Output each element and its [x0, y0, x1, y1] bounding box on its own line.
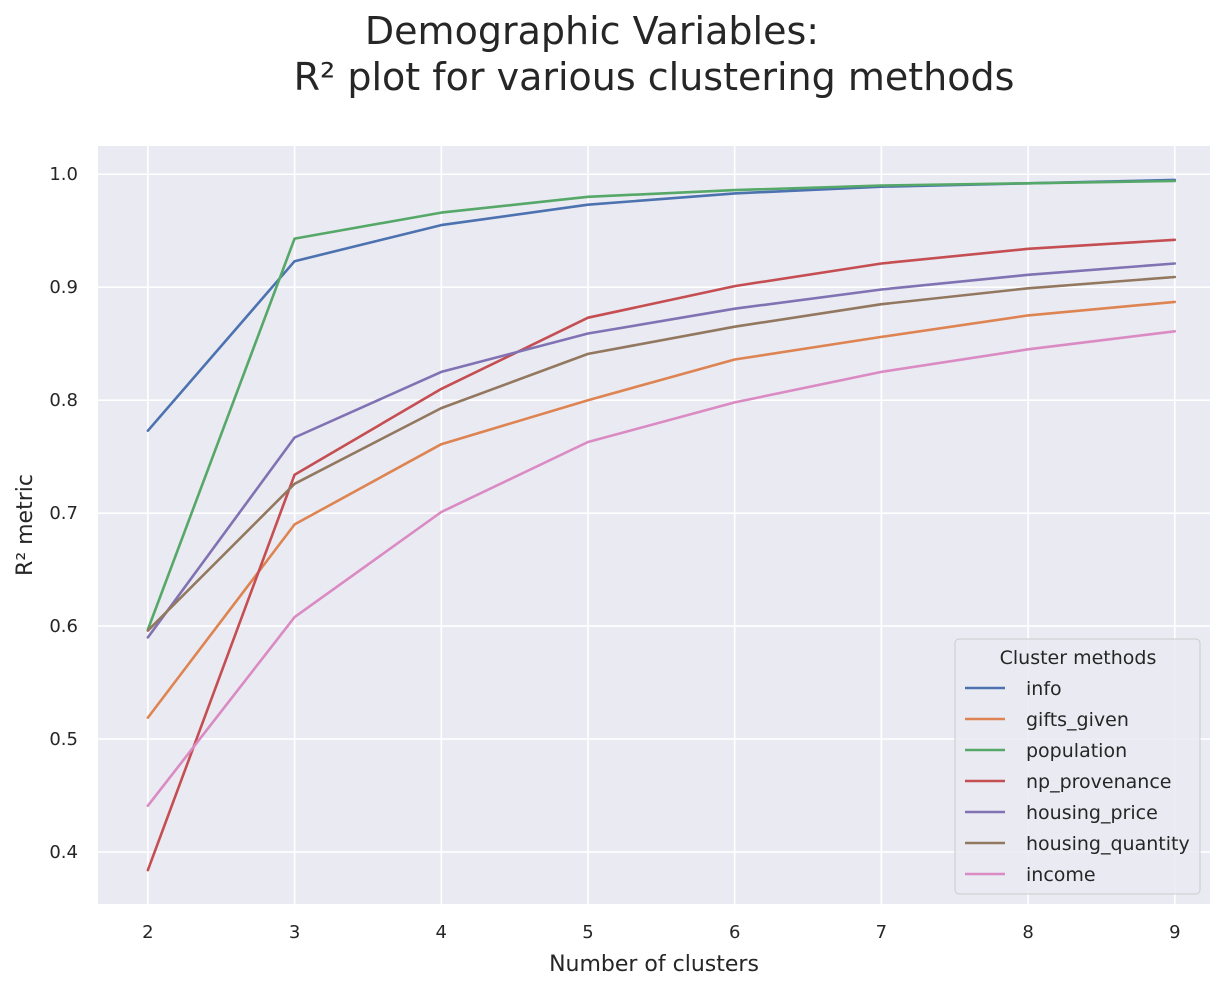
series-lines: [146, 178, 1177, 872]
x-tick-label: 5: [582, 922, 593, 943]
legend-label-housing_quantity: housing_quantity: [1026, 833, 1190, 855]
x-axis-label: Number of clusters: [549, 952, 759, 977]
series-line-income: [146, 329, 1177, 808]
x-tick-label: 7: [876, 922, 887, 943]
y-tick-label: 0.7: [49, 503, 78, 524]
y-axis-label: R² metric: [13, 474, 38, 576]
y-axis-ticks: 0.4 0.5 0.6 0.7 0.8 0.9 1.0: [49, 164, 78, 863]
y-tick-label: 0.6: [49, 616, 78, 637]
y-tick-label: 0.9: [49, 277, 78, 298]
legend-title: Cluster methods: [1000, 647, 1157, 669]
legend-items: info gifts_given population np_provenanceho…: [965, 678, 1190, 886]
x-tick-label: 2: [142, 922, 153, 943]
legend-label-gifts_given: gifts_given: [1026, 709, 1129, 731]
series-line-housing_quantity: [146, 275, 1177, 632]
x-tick-label: 6: [729, 922, 740, 943]
x-tick-label: 8: [1022, 922, 1033, 943]
chart-title-line-1: Demographic Variables:: [365, 9, 819, 53]
y-tick-label: 0.4: [49, 842, 78, 863]
y-tick-label: 0.5: [49, 729, 78, 750]
legend-label-housing_price: housing_price: [1026, 802, 1158, 824]
legend-label-info: info: [1026, 678, 1062, 700]
y-tick-label: 1.0: [49, 164, 78, 185]
x-tick-label: 3: [289, 922, 300, 943]
legend-label-income: income: [1026, 864, 1096, 886]
x-tick-label: 9: [1169, 922, 1180, 943]
series-line-population: [146, 179, 1177, 631]
y-tick-label: 0.8: [49, 390, 78, 411]
legend-label-population: population: [1026, 740, 1127, 762]
chart-title-line-2: R² plot for various clustering methods: [294, 55, 1015, 99]
series-line-gifts_given: [146, 300, 1177, 719]
legend-label-np_provenance: np_provenance: [1026, 771, 1171, 793]
series-line-np_provenance: [146, 238, 1177, 872]
series-line-housing_price: [146, 262, 1177, 639]
legend: Cluster methods info gifts_given populatio…: [954, 638, 1201, 895]
legend-frame: [954, 638, 1201, 895]
x-tick-label: 4: [436, 922, 447, 943]
x-axis-ticks: 2 3 4 5 6 7 8 9: [142, 922, 1180, 943]
